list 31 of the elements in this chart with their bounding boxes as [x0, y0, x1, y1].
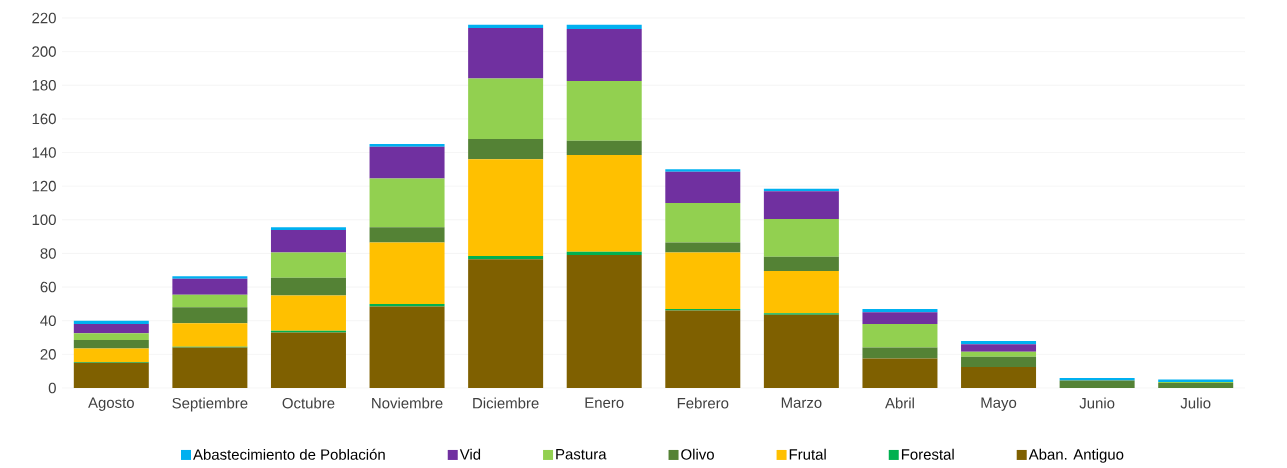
legend-label: Olivo: [681, 448, 714, 460]
x-tick-label: Agosto: [88, 397, 134, 411]
y-tick-label: 120: [32, 180, 56, 192]
y-tick-label: 220: [32, 12, 56, 24]
y-tick-label: 140: [32, 147, 56, 158]
legend-label: Forestal: [901, 448, 954, 460]
x-tick-label: Abril: [885, 397, 914, 409]
legend-label: Aban. Antiguo: [1028, 448, 1124, 463]
legend-label: Vid: [459, 448, 481, 460]
legend-label: Abastecimiento de Población: [193, 448, 385, 460]
y-tick-label: 160: [32, 113, 56, 125]
x-tick-label: Diciembre: [473, 397, 539, 409]
x-tick-label: Noviembre: [372, 397, 443, 409]
legend-label: Frutal: [789, 448, 826, 460]
y-tick-label: 60: [40, 281, 56, 293]
x-tick-label: Octubre: [282, 397, 335, 409]
y-tick-label: 80: [40, 248, 56, 259]
x-tick-label: Enero: [585, 397, 624, 408]
x-tick-label: Marzo: [781, 397, 822, 408]
legend-label: Pastura: [556, 449, 607, 460]
x-tick-label: Febrero: [677, 397, 729, 409]
y-tick-label: 0: [48, 382, 56, 394]
y-tick-label: 200: [32, 46, 56, 57]
x-tick-label: Mayo: [981, 397, 1017, 411]
x-tick-label: Septiembre: [172, 397, 248, 412]
y-tick-label: 180: [32, 79, 56, 91]
y-tick-label: 40: [40, 315, 56, 326]
y-tick-label: 100: [32, 214, 56, 226]
y-tick-label: 20: [40, 349, 56, 360]
x-tick-label: Julio: [1180, 397, 1211, 409]
x-tick-label: Junio: [1079, 397, 1115, 409]
